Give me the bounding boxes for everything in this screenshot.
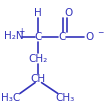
Text: CH₃: CH₃ (55, 93, 74, 103)
Text: H₃C: H₃C (1, 93, 20, 103)
Text: O: O (86, 32, 94, 42)
Text: CH: CH (31, 74, 46, 84)
Text: −: − (97, 28, 103, 37)
Text: O: O (64, 9, 72, 18)
Text: C: C (58, 32, 66, 42)
Text: C: C (35, 32, 42, 42)
Text: CH₂: CH₂ (29, 54, 48, 64)
Text: H₂N: H₂N (4, 31, 24, 41)
Text: +: + (18, 27, 24, 36)
Text: H: H (34, 9, 42, 18)
